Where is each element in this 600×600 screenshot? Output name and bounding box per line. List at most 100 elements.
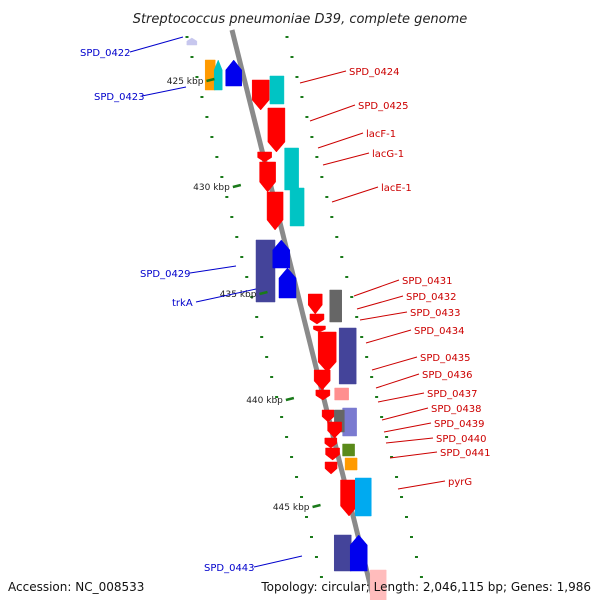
scale-dot: [185, 36, 189, 38]
scale-dot: [350, 296, 354, 298]
scale-dot: [275, 396, 279, 398]
scale-dot: [220, 176, 224, 178]
leader-line: [299, 70, 347, 84]
scale-dot: [280, 416, 284, 418]
gene-feature: [324, 461, 338, 475]
scale-dot: [295, 476, 299, 478]
scale-dot: [375, 396, 379, 398]
scale-dot: [315, 156, 319, 158]
gene-feature: [309, 313, 325, 325]
gene-label-trka: trkA: [172, 298, 193, 309]
genome-backbone: [229, 29, 377, 600]
reverse-gene-labels: SPD_0424 SPD_0425 lacF-1 lacG-1 lacE-1 SPD_04…: [299, 67, 491, 490]
gene-feature: [257, 151, 272, 163]
scale-dot: [250, 296, 254, 298]
scale-dot: [255, 316, 259, 318]
scale-dot: [400, 496, 404, 498]
gene-feature: [313, 325, 326, 333]
gene-label-spd-0423: SPD_0423: [94, 92, 145, 103]
scale-label: 440 kbp: [246, 396, 283, 406]
gene-feature: [342, 443, 355, 457]
scale-dot: [215, 156, 219, 158]
scale-dot: [380, 416, 384, 418]
scale-dot: [260, 336, 264, 338]
leader-line: [383, 422, 432, 433]
leader-line: [189, 265, 237, 274]
scale-dot: [370, 376, 374, 378]
gene-feature: [329, 289, 342, 323]
gene-label-spd-0439: SPD_0439: [434, 419, 485, 430]
scale-dot: [200, 96, 204, 98]
scale-dot: [225, 196, 229, 198]
scale-dot: [355, 316, 359, 318]
gene-feature: [369, 569, 387, 600]
scale-dot: [419, 576, 423, 578]
scale-dot: [330, 216, 334, 218]
leader-line: [331, 186, 379, 203]
scale-dot: [195, 76, 199, 78]
gene-feature: [225, 59, 242, 87]
scale-dot: [340, 256, 344, 258]
leader-line: [317, 132, 364, 149]
leader-line: [397, 480, 446, 490]
gene-label-spd-0432: SPD_0432: [406, 292, 457, 303]
scale-dot: [395, 476, 399, 478]
leader-line: [385, 437, 434, 444]
scale-dots: [185, 36, 423, 578]
gene-label-spd-0438: SPD_0438: [431, 404, 482, 415]
scale-label: 435 kbp: [220, 290, 257, 300]
gene-label-lacg-1: lacG-1: [372, 149, 404, 160]
scale-dot: [305, 516, 309, 518]
scale-dot: [409, 536, 413, 538]
scale-label: 445 kbp: [273, 503, 310, 513]
scale-tick: [206, 77, 215, 83]
gene-label-spd-0437: SPD_0437: [427, 389, 478, 400]
leader-line: [129, 36, 184, 53]
scale-dot: [385, 436, 389, 438]
leader-line: [389, 451, 438, 459]
scale-dot: [310, 136, 314, 138]
gene-feature: [355, 477, 372, 517]
scale-tick: [285, 396, 295, 402]
scale-dot: [300, 496, 304, 498]
scale-dot: [295, 76, 299, 78]
leader-line: [356, 295, 404, 310]
gene-label-spd-0433: SPD_0433: [410, 308, 461, 319]
scale-dot: [285, 436, 289, 438]
gene-feature: [269, 75, 285, 105]
gene-feature: [325, 447, 340, 461]
scale-dot: [190, 56, 194, 58]
leader-line: [141, 86, 187, 97]
scale-dot: [235, 236, 239, 238]
gene-feature: [344, 457, 358, 471]
leader-line: [322, 152, 370, 166]
scale-dot: [265, 356, 269, 358]
gene-feature: [317, 331, 337, 373]
scale-dot: [345, 276, 349, 278]
scale-dot: [309, 536, 313, 538]
leader-line: [309, 104, 356, 122]
scale-dot: [314, 556, 318, 558]
scale-dot: [305, 116, 309, 118]
scale-dot: [210, 136, 214, 138]
gene-label-spd-0434: SPD_0434: [414, 326, 465, 337]
gene-label-spd-0436: SPD_0436: [422, 370, 473, 381]
forward-gene-labels: SPD_0422 SPD_0423 SPD_0429 trkA SPD_0443: [80, 36, 303, 574]
scale-dot: [205, 116, 209, 118]
gene-feature: [284, 147, 299, 191]
gene-label-spd-0440: SPD_0440: [436, 434, 487, 445]
scale-dot: [335, 236, 339, 238]
scale-tick: [259, 290, 268, 296]
leader-line: [375, 373, 420, 389]
gene-label-spd-0443: SPD_0443: [204, 563, 255, 574]
gene-label-spd-0425: SPD_0425: [358, 101, 409, 112]
scale-dot: [365, 356, 369, 358]
scale-dot: [270, 376, 274, 378]
scale-tick: [312, 503, 321, 509]
gene-feature: [338, 327, 357, 385]
gene-feature: [289, 187, 305, 227]
gene-features: [186, 37, 387, 600]
gene-feature: [251, 79, 270, 111]
gene-feature: [204, 59, 216, 91]
accession-label: Accession: NC_008533: [8, 580, 145, 594]
